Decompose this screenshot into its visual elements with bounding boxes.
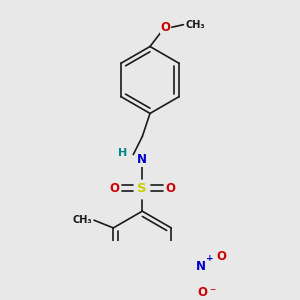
- Text: S: S: [137, 182, 147, 194]
- Text: CH₃: CH₃: [185, 20, 205, 30]
- Text: CH₃: CH₃: [73, 215, 92, 225]
- Text: +: +: [206, 254, 214, 263]
- Text: O: O: [216, 250, 226, 263]
- Text: O: O: [166, 182, 176, 194]
- Text: O: O: [160, 21, 170, 34]
- Text: ⁻: ⁻: [209, 286, 215, 299]
- Text: N: N: [137, 153, 147, 166]
- Text: N: N: [196, 260, 206, 273]
- Text: H: H: [118, 148, 127, 158]
- Text: O: O: [109, 182, 119, 194]
- Text: O: O: [197, 286, 207, 299]
